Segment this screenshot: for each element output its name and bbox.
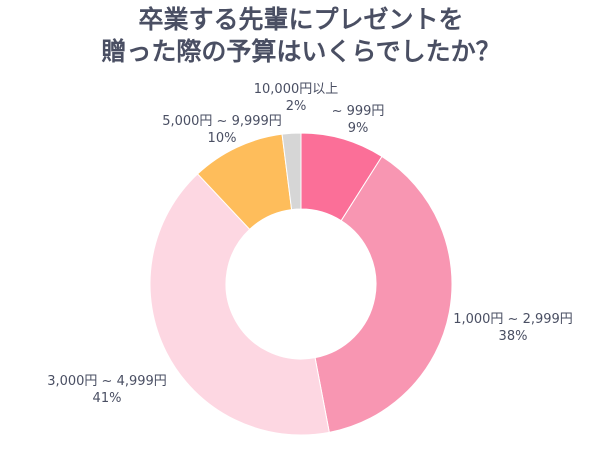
slice-label-percent-4: 10% <box>208 131 237 146</box>
chart-title: 卒業する先輩にプレゼントを 贈った際の予算はいくらでしたか？ <box>0 4 602 68</box>
slice-3-3-000-4-999 <box>149 173 330 436</box>
slice-label-name-3: 3,000円 ~ 4,999円 <box>47 374 167 389</box>
slice-label-name-4: 5,000円 ~ 9,999円 <box>162 114 282 129</box>
slice-5-10-000 <box>281 132 302 211</box>
slice-label-percent-1: 9% <box>348 121 369 136</box>
donut-slices <box>149 132 453 436</box>
slice-label-name-5: 10,000円以上 <box>254 82 339 97</box>
slice-label-name-1: ~ 999円 <box>332 104 385 119</box>
slice-label-percent-3: 41% <box>93 391 122 406</box>
chart-title-line-2: 贈った際の予算はいくらでしたか？ <box>101 37 501 66</box>
chart-title-line-1: 卒業する先輩にプレゼントを <box>138 5 464 34</box>
slice-label-percent-5: 2% <box>286 99 307 114</box>
slice-2-1-000-2-999 <box>314 155 453 433</box>
slice-labels: ~ 999円 9% 1,000円 ~ 2,999円 38% 3,000円 ~ 4,999… <box>47 82 573 406</box>
slice-label-name-2: 1,000円 ~ 2,999円 <box>453 312 573 327</box>
slice-label-percent-2: 38% <box>499 329 528 344</box>
